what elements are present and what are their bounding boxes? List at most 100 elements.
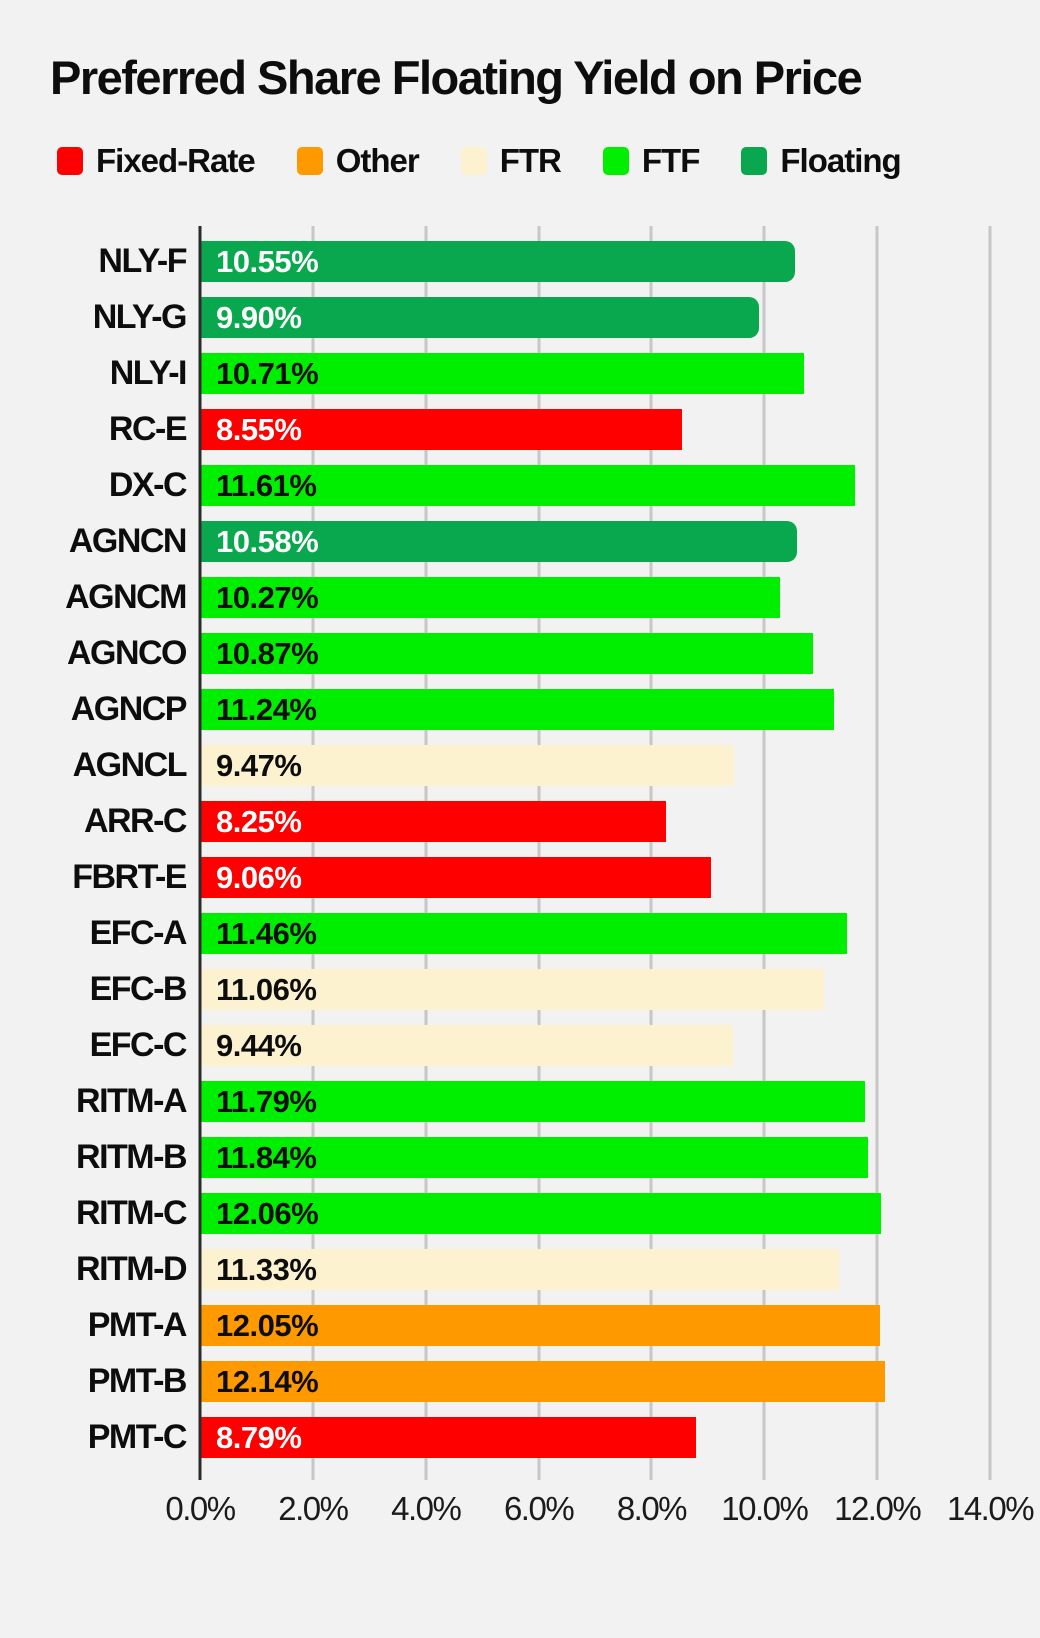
bar-pmt-c[interactable]: 8.79%	[200, 1417, 696, 1459]
bar-value-label: 10.55%	[216, 243, 319, 279]
gridline	[537, 225, 541, 1480]
x-tick-label: 6.0%	[503, 1489, 575, 1527]
bar-value-label: 9.06%	[216, 859, 302, 895]
bar-ritm-d[interactable]: 11.33%	[200, 1249, 840, 1291]
bar-row: AGNCP 11.24%	[71, 682, 990, 738]
legend-label: FTF	[641, 141, 700, 179]
bar-nly-i[interactable]: 10.71%	[200, 353, 805, 395]
bar-value-label: 11.33%	[216, 1251, 317, 1287]
bar-value-label: 8.79%	[216, 1419, 302, 1455]
bar-row: PMT-C 8.79%	[88, 1410, 990, 1466]
x-tick-label: 2.0%	[278, 1489, 349, 1527]
legend-label: Floating	[780, 141, 901, 179]
bar-row: RITM-C 12.06%	[76, 1186, 990, 1242]
category-label-pmt-b: PMT-B	[87, 1362, 188, 1401]
bar-ritm-a[interactable]: 11.79%	[200, 1081, 866, 1123]
legend-item-other[interactable]: Other	[296, 141, 420, 180]
legend-item-fixed-rate[interactable]: Fixed-Rate	[57, 141, 256, 180]
bar-row: EFC-C 9.44%	[90, 1018, 990, 1074]
bar-value-label: 12.14%	[216, 1363, 319, 1399]
x-tick-label: 8.0%	[616, 1489, 688, 1527]
bar-efc-a[interactable]: 11.46%	[200, 913, 847, 955]
gridline	[762, 225, 766, 1480]
bar-efc-c[interactable]: 9.44%	[200, 1025, 733, 1067]
legend-swatch-icon	[741, 146, 768, 175]
category-label-efc-a: EFC-A	[89, 914, 188, 953]
bar-value-label: 10.58%	[216, 523, 319, 559]
bar-value-label: 8.55%	[216, 411, 302, 447]
x-tick-label: 12.0%	[834, 1489, 922, 1527]
bar-pmt-a[interactable]: 12.05%	[200, 1305, 880, 1347]
x-tick-label: 0.0%	[165, 1489, 236, 1527]
bar-agncl[interactable]: 9.47%	[200, 745, 735, 787]
category-label-dx-c: DX-C	[108, 466, 188, 505]
legend-label: FTR	[499, 141, 562, 179]
bar-row: FBRT-E 9.06%	[72, 850, 990, 906]
legend-label: Fixed-Rate	[96, 141, 256, 179]
bar-rc-e[interactable]: 8.55%	[200, 409, 683, 451]
bar-value-label: 12.05%	[216, 1307, 319, 1343]
x-tick-label: 4.0%	[391, 1489, 462, 1527]
legend-item-ftr[interactable]: FTR	[460, 141, 562, 180]
bar-row: EFC-A 11.46%	[90, 906, 990, 962]
bar-row: AGNCM 10.27%	[65, 570, 990, 626]
bar-row: DX-C 11.61%	[109, 458, 990, 514]
bar-row: NLY-I 10.71%	[110, 346, 990, 402]
category-label-agncn: AGNCN	[68, 522, 188, 561]
chart-page: Preferred Share Floating Yield on Price …	[0, 52, 1040, 1536]
category-label-rc-e: RC-E	[108, 410, 188, 449]
bar-chart: NLY-F 10.55% NLY-G 9.90% NLY-I 10.71% RC-E 8.55…	[0, 225, 1040, 1536]
bar-pmt-b[interactable]: 12.14%	[200, 1361, 886, 1403]
category-label-efc-c: EFC-C	[89, 1026, 188, 1065]
bar-value-label: 11.06%	[216, 971, 317, 1007]
category-label-fbrt-e: FBRT-E	[72, 858, 187, 897]
category-label-pmt-c: PMT-C	[87, 1418, 188, 1457]
bar-agnco[interactable]: 10.87%	[200, 633, 814, 675]
bar-agncn[interactable]: 10.58%	[200, 521, 797, 563]
bar-value-label: 11.24%	[216, 691, 317, 727]
bar-nly-f[interactable]: 10.55%	[200, 241, 796, 283]
bar-row: AGNCO 10.87%	[67, 626, 990, 682]
gridline	[424, 225, 428, 1480]
category-label-agncp: AGNCP	[70, 690, 188, 729]
category-label-nly-g: NLY-G	[92, 298, 188, 337]
bar-dx-c[interactable]: 11.61%	[200, 465, 856, 507]
bar-nly-g[interactable]: 9.90%	[200, 297, 759, 339]
bar-value-label: 11.61%	[216, 467, 317, 503]
gridline	[988, 225, 992, 1480]
bar-value-label: 11.46%	[216, 915, 317, 951]
legend-item-ftf[interactable]: FTF	[602, 141, 700, 180]
legend-swatch-icon	[602, 146, 629, 175]
bar-row: NLY-F 10.55%	[98, 234, 990, 290]
category-label-agnco: AGNCO	[66, 634, 188, 673]
category-label-ritm-c: RITM-C	[76, 1194, 187, 1233]
bar-agncp[interactable]: 11.24%	[200, 689, 835, 731]
gridline	[649, 225, 653, 1480]
bar-value-label: 10.87%	[216, 635, 319, 671]
x-tick-label: 10.0%	[721, 1489, 809, 1527]
bar-arr-c[interactable]: 8.25%	[200, 801, 666, 843]
category-label-agncm: AGNCM	[65, 578, 187, 617]
bar-value-label: 12.06%	[216, 1195, 319, 1231]
bar-value-label: 9.90%	[216, 299, 302, 335]
bar-row: AGNCN 10.58%	[69, 514, 990, 570]
legend-item-floating[interactable]: Floating	[741, 141, 902, 180]
bar-row: ARR-C 8.25%	[84, 794, 990, 850]
bar-row: RITM-A 11.79%	[76, 1074, 990, 1130]
bar-efc-b[interactable]: 11.06%	[200, 969, 825, 1011]
bar-ritm-c[interactable]: 12.06%	[200, 1193, 881, 1235]
bar-fbrt-e[interactable]: 9.06%	[200, 857, 712, 899]
x-tick-label: 14.0%	[946, 1489, 1035, 1527]
legend-label: Other	[335, 141, 420, 179]
bar-value-label: 11.79%	[216, 1083, 317, 1119]
gridline	[875, 225, 879, 1480]
bar-value-label: 9.47%	[216, 747, 302, 783]
category-label-ritm-d: RITM-D	[76, 1250, 187, 1289]
legend: Fixed-Rate Other FTR FTF Floating	[57, 142, 1040, 180]
category-label-nly-f: NLY-F	[98, 242, 187, 281]
bar-row: PMT-B 12.14%	[88, 1354, 990, 1410]
bar-row: PMT-A 12.05%	[88, 1298, 990, 1354]
bar-agncm[interactable]: 10.27%	[200, 577, 780, 619]
bar-row: RITM-D 11.33%	[76, 1242, 990, 1298]
bar-ritm-b[interactable]: 11.84%	[200, 1137, 869, 1179]
